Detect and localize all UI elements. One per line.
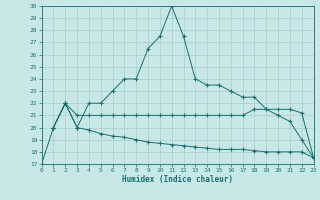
X-axis label: Humidex (Indice chaleur): Humidex (Indice chaleur) (122, 175, 233, 184)
